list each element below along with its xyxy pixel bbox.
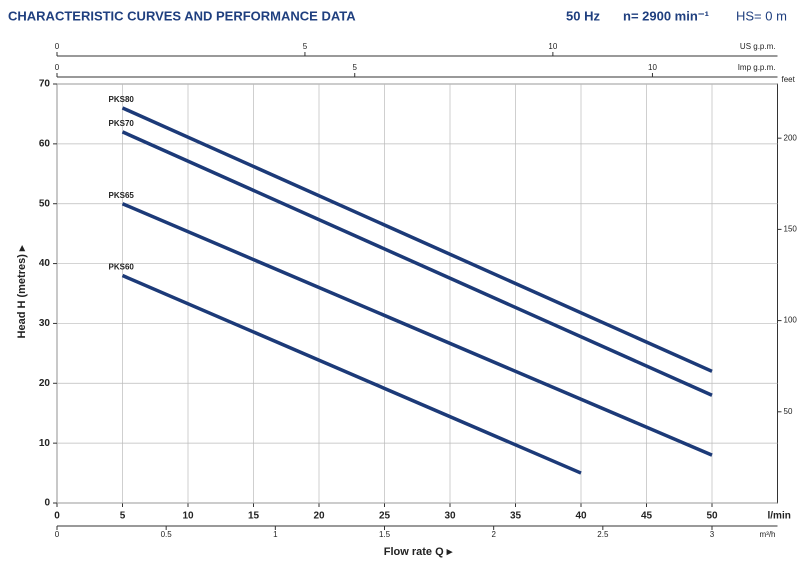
y2-unit: feet: [782, 75, 796, 84]
secondary-tick-label: 1.5: [379, 530, 391, 539]
y-axis-title: Head H (metres) ▸: [16, 245, 28, 338]
secondary-tick-label: 0.5: [161, 530, 173, 539]
x-tick-label: 25: [379, 511, 391, 522]
series-label: PKS65: [109, 191, 135, 200]
secondary-tick-label: 0: [55, 530, 60, 539]
x-tick-label: 10: [182, 511, 194, 522]
secondary-tick-label: 1: [273, 530, 278, 539]
x-tick-label: 50: [706, 511, 718, 522]
frequency: 50 Hz: [566, 8, 600, 23]
secondary-tick-label: 0: [55, 42, 60, 51]
x-tick-label: 40: [575, 511, 587, 522]
x-tick-label: 45: [641, 511, 653, 522]
y-tick-label: 70: [39, 79, 51, 90]
y-tick-label: 0: [44, 498, 50, 509]
y-tick-label: 40: [39, 258, 51, 269]
secondary-unit: m³/h: [760, 530, 776, 539]
suction-head: HS= 0 m: [736, 8, 787, 23]
series-line: [121, 106, 713, 373]
y2-tick-label: 200: [784, 133, 798, 142]
series-label: PKS70: [109, 119, 135, 128]
series-label: PKS60: [109, 263, 135, 272]
series-line: [121, 273, 582, 475]
secondary-tick-label: 2.5: [597, 530, 609, 539]
secondary-unit: US g.p.m.: [740, 42, 776, 51]
y2-tick-label: 100: [784, 316, 798, 325]
secondary-unit: Imp g.p.m.: [738, 63, 776, 72]
y-tick-label: 10: [39, 438, 51, 449]
secondary-tick-label: 2: [491, 530, 496, 539]
x-tick-label: 0: [54, 511, 60, 522]
x-tick-label: 20: [313, 511, 325, 522]
secondary-tick-label: 0: [55, 63, 60, 72]
secondary-tick-label: 5: [353, 63, 358, 72]
y-tick-label: 20: [39, 378, 51, 389]
y2-tick-label: 150: [784, 224, 798, 233]
x-axis-title: Flow rate Q ▸: [384, 546, 453, 558]
y-tick-label: 60: [39, 138, 51, 149]
secondary-tick-label: 10: [548, 42, 557, 51]
x-tick-label: 35: [510, 511, 522, 522]
series-line: [121, 202, 713, 457]
x-tick-label: 15: [248, 511, 260, 522]
series-label: PKS80: [109, 95, 135, 104]
secondary-tick-label: 5: [303, 42, 308, 51]
secondary-tick-label: 3: [710, 530, 715, 539]
chart-title: CHARACTERISTIC CURVES AND PERFORMANCE DA…: [8, 8, 356, 23]
x-tick-label: 5: [120, 511, 126, 522]
y2-tick-label: 50: [784, 407, 793, 416]
x-unit: l/min: [768, 511, 791, 522]
secondary-tick-label: 10: [648, 63, 657, 72]
speed: n= 2900 min⁻¹: [623, 8, 709, 23]
y-tick-label: 30: [39, 318, 51, 329]
series-line: [121, 130, 713, 397]
y-tick-label: 50: [39, 198, 51, 209]
x-tick-label: 30: [444, 511, 456, 522]
